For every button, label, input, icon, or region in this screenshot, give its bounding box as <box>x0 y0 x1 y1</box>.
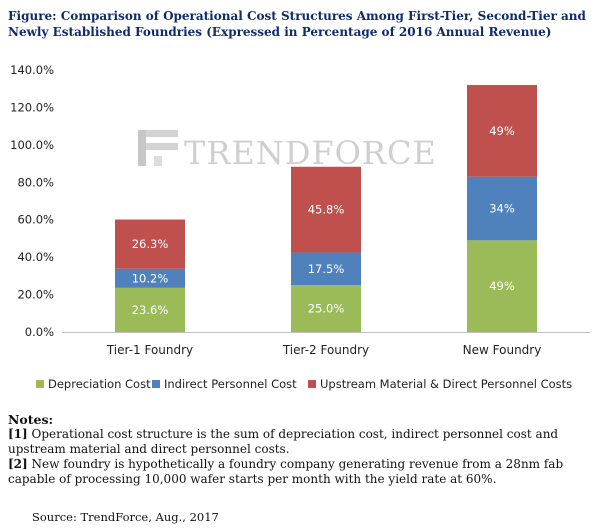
y-tick-label: 140.0% <box>10 63 54 77</box>
data-label: 17.5% <box>308 262 345 276</box>
x-tick-label: Tier-2 Foundry <box>282 343 369 357</box>
data-label: 49% <box>489 124 515 138</box>
data-label: 25.0% <box>308 302 345 316</box>
y-tick-label: 60.0% <box>17 213 54 227</box>
legend-entry: Depreciation Cost <box>48 377 151 391</box>
plot-area: 0.0% 20.0% 40.0% 60.0% 80.0% 100.0% 120.0% 140.… <box>10 63 590 391</box>
data-label: 49% <box>489 279 515 293</box>
bar-depreciation <box>115 287 185 332</box>
data-label: 23.6% <box>132 303 169 317</box>
legend-swatch <box>36 380 44 388</box>
bar-indirect-personnel <box>291 252 361 286</box>
y-tick-label: 80.0% <box>17 175 54 189</box>
bar-depreciation <box>467 240 537 332</box>
y-tick-label: 100.0% <box>10 138 54 152</box>
data-label: 45.8% <box>308 203 345 217</box>
legend-entry: Indirect Personnel Cost <box>164 377 297 391</box>
trendforce-watermark: TRENDFORCE <box>138 130 437 172</box>
y-tick-label: 120.0% <box>10 100 54 114</box>
note-marker-2: [2] <box>8 457 28 471</box>
notes-heading: Notes: <box>8 412 54 427</box>
bar-depreciation <box>291 285 361 332</box>
y-tick-label: 40.0% <box>17 250 54 264</box>
note-item-2: [2] New foundry is hypothetically a foun… <box>8 457 593 487</box>
watermark-text: TRENDFORCE <box>184 134 437 172</box>
data-label: 26.3% <box>132 237 169 251</box>
figure-title: Figure: Comparison of Operational Cost S… <box>8 9 586 39</box>
legend-swatch <box>152 380 160 388</box>
bar-indirect-personnel <box>115 268 185 288</box>
legend-entry: Upstream Material & Direct Personnel Cos… <box>320 377 572 391</box>
note-text-2: New foundry is hypothetically a foundry … <box>8 457 564 486</box>
data-label: 34% <box>489 201 515 215</box>
data-label: 10.2% <box>132 271 169 285</box>
legend-swatch <box>308 380 316 388</box>
bar-indirect-personnel <box>467 176 537 241</box>
y-tick-label: 20.0% <box>17 288 54 302</box>
note-text-1: Operational cost structure is the sum of… <box>8 427 559 456</box>
y-tick-label: 0.0% <box>25 325 54 339</box>
bar-upstream-material <box>467 84 537 177</box>
trendforce-logo-icon <box>138 130 178 166</box>
note-marker-1: [1] <box>8 427 28 441</box>
stacked-bar-chart: TRENDFORCE 0.0% 20.0% 40.0% 60.0% 80.0% 100.0… <box>10 63 590 391</box>
note-item-1: [1] Operational cost structure is the su… <box>8 427 593 457</box>
source-citation: Source: TrendForce, Aug., 2017 <box>32 510 219 524</box>
x-tick-label: Tier-1 Foundry <box>106 343 193 357</box>
bar-upstream-material <box>291 166 361 253</box>
notes-section: Notes: [1] Operational cost structure is… <box>8 412 593 487</box>
bar-upstream-material <box>115 219 185 269</box>
x-tick-label: New Foundry <box>463 343 542 357</box>
